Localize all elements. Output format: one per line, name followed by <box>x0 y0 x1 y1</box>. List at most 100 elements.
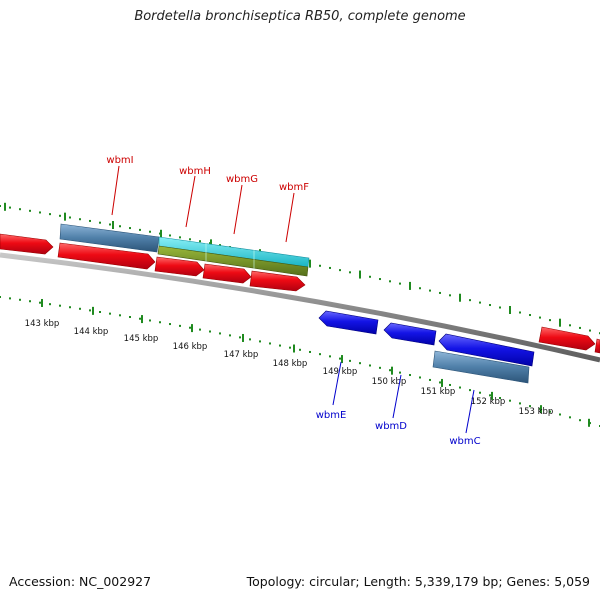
upper-ring-minor-tick <box>539 316 541 319</box>
lower-ring-minor-tick <box>59 304 61 307</box>
lower-ring-minor-tick <box>369 364 371 367</box>
lower-ring-minor-tick <box>149 319 151 322</box>
lower-ring-minor-tick <box>339 357 341 360</box>
upper-ring-minor-tick <box>149 230 151 233</box>
feature-olive-forward <box>157 245 309 277</box>
lower-ring-minor-tick <box>189 326 191 329</box>
upper-ring-minor-tick <box>389 280 391 283</box>
upper-ring-minor-tick <box>349 271 351 274</box>
lower-ring-minor-tick <box>429 378 431 381</box>
gene-reverse[interactable] <box>438 333 535 367</box>
upper-ring-minor-tick <box>99 221 101 224</box>
upper-ring-minor-tick <box>529 314 531 317</box>
upper-ring-minor-tick <box>469 299 471 302</box>
gene-forward[interactable] <box>249 270 306 292</box>
upper-ring-minor-tick <box>109 223 111 226</box>
lower-ring-minor-tick <box>519 402 521 405</box>
lower-ring-minor-tick <box>559 413 561 416</box>
lower-ring-minor-tick <box>139 317 141 320</box>
upper-ring-minor-tick <box>49 213 51 216</box>
upper-ring-minor-tick <box>219 244 221 247</box>
upper-ring-minor-tick <box>59 214 61 217</box>
tick-label: 149 kbp <box>323 367 358 377</box>
label-leader-wbmg <box>233 184 243 235</box>
tick-label: 153 kbp <box>519 407 554 417</box>
lower-ring-minor-tick <box>359 362 361 365</box>
upper-ring-minor-tick <box>589 329 591 332</box>
upper-ring-minor-tick <box>379 278 381 281</box>
upper-ring-minor-tick <box>339 269 341 272</box>
lower-ring-minor-tick <box>389 369 391 372</box>
upper-ring-minor-tick <box>429 289 431 292</box>
tick-label: 146 kbp <box>173 342 208 352</box>
tick-label: 148 kbp <box>273 359 308 369</box>
lower-ring-minor-tick <box>449 383 451 386</box>
upper-ring-minor-tick <box>419 287 421 290</box>
lower-ring-minor-tick <box>439 381 441 384</box>
tick-label: 152 kbp <box>471 397 506 407</box>
upper-ring-minor-tick <box>79 218 81 221</box>
gene-forward[interactable] <box>154 256 205 277</box>
lower-ring-minor-tick <box>209 330 211 333</box>
gene-forward[interactable] <box>0 233 54 255</box>
upper-ring-minor-tick <box>329 266 331 269</box>
lower-ring-minor-tick <box>479 391 481 394</box>
gene-label-wbmc: wbmC <box>449 436 480 447</box>
gene-forward[interactable] <box>57 242 156 270</box>
lower-ring-minor-tick <box>169 323 171 326</box>
lower-ring-minor-tick <box>549 410 551 413</box>
gene-forward[interactable] <box>538 326 596 351</box>
upper-ring-minor-tick <box>399 282 401 285</box>
lower-ring-minor-tick <box>119 314 121 317</box>
lower-ring-minor-tick <box>159 321 161 324</box>
lower-ring-minor-tick <box>39 301 41 304</box>
lower-ring-minor-tick <box>229 334 231 337</box>
gene-label-wbme: wbmE <box>316 410 347 421</box>
upper-ring-minor-tick <box>189 238 191 241</box>
upper-ring-minor-tick <box>29 209 31 212</box>
lower-ring-minor-tick <box>0 296 1 298</box>
gene-reverse[interactable] <box>383 322 437 346</box>
lower-ring-minor-tick <box>579 419 581 422</box>
lower-ring-minor-tick <box>129 316 131 319</box>
lower-ring-minor-tick <box>289 346 291 349</box>
gene-forward[interactable] <box>202 263 252 284</box>
topology-text: Topology: circular; Length: 5,339,179 bp… <box>246 574 590 589</box>
tick-label: 151 kbp <box>421 387 456 397</box>
gene-label-wbmf: wbmF <box>279 182 309 193</box>
lower-ring-minor-tick <box>249 338 251 341</box>
upper-ring-minor-tick <box>119 225 121 228</box>
upper-ring-minor-tick <box>39 211 41 214</box>
lower-ring-minor-tick <box>299 348 301 351</box>
lower-ring-minor-tick <box>499 397 501 399</box>
lower-ring-minor-tick <box>219 332 221 335</box>
lower-ring-minor-tick <box>89 309 91 312</box>
gene-label-wbmi: wbmI <box>106 155 133 166</box>
upper-ring-minor-tick <box>479 301 481 304</box>
upper-ring-minor-tick <box>519 311 521 314</box>
lower-ring-minor-tick <box>9 297 11 300</box>
upper-ring-minor-tick <box>169 234 171 237</box>
upper-ring-minor-tick <box>499 306 501 309</box>
gene-label-wbmd: wbmD <box>375 421 407 432</box>
gene-reverse[interactable] <box>318 310 379 335</box>
lower-ring-minor-tick <box>109 312 111 315</box>
upper-ring-minor-tick <box>89 219 91 222</box>
upper-ring-minor-tick <box>179 236 181 239</box>
upper-ring-minor-tick <box>489 304 491 307</box>
upper-ring-minor-tick <box>579 326 581 329</box>
lower-ring-minor-tick <box>459 386 461 389</box>
lower-ring-minor-tick <box>469 389 471 392</box>
lower-ring-minor-tick <box>309 350 311 353</box>
label-leader-wbmd <box>392 374 402 419</box>
lower-ring-minor-tick <box>489 394 491 397</box>
upper-ring-minor-tick <box>449 294 451 297</box>
lower-ring-minor-tick <box>409 374 411 377</box>
lower-ring-minor-tick <box>49 303 51 306</box>
gene-label-wbmh: wbmH <box>179 166 211 177</box>
upper-ring-minor-tick <box>139 228 141 231</box>
gene-forward[interactable] <box>594 338 600 354</box>
gene-label-wbmg: wbmG <box>226 174 258 185</box>
upper-ring-minor-tick <box>439 291 441 294</box>
